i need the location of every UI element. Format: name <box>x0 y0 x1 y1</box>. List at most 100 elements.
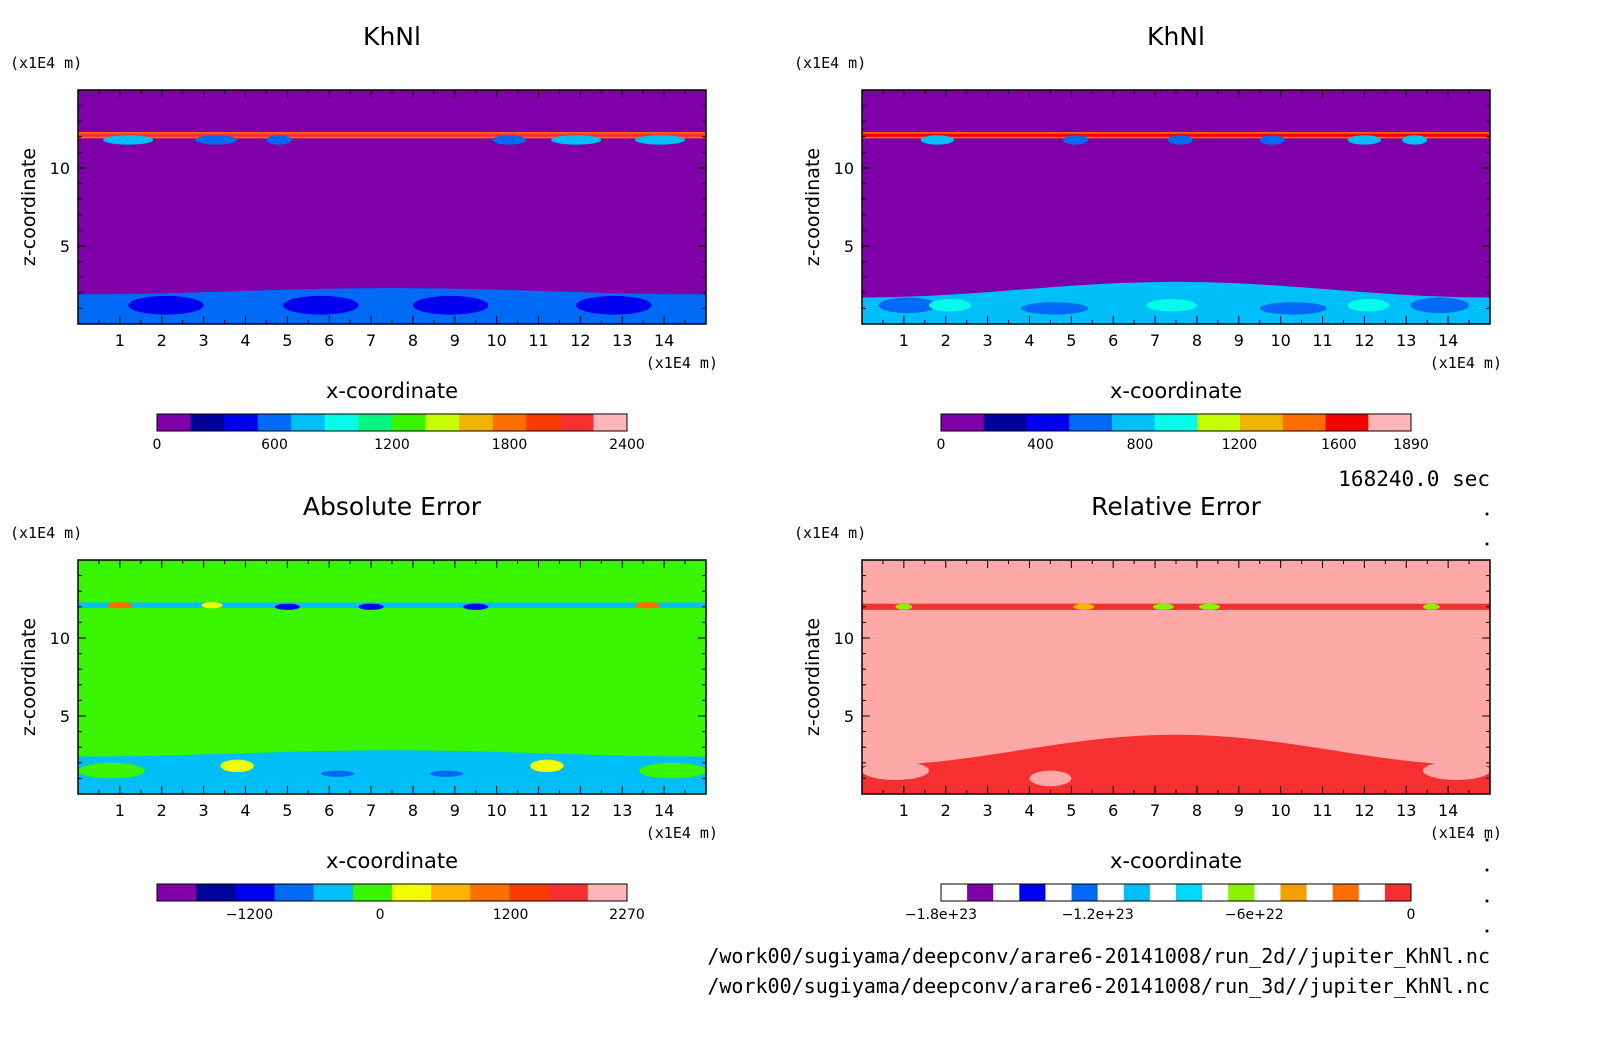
colorbar-tick-label: 2270 <box>609 907 645 923</box>
colorbar-cell <box>1149 884 1177 901</box>
colorbar-cell <box>274 884 315 901</box>
field-cell <box>195 135 238 145</box>
field-cell <box>201 602 223 609</box>
x-tick-label: 13 <box>612 331 632 350</box>
x-axis-title: x-coordinate <box>1110 379 1242 403</box>
colorbar-cell <box>1197 414 1241 431</box>
x-tick-label: 2 <box>941 801 951 820</box>
field-cell <box>1402 135 1428 145</box>
x-tick-label: 10 <box>1270 331 1290 350</box>
y-axis-title: z-coordinate <box>802 148 824 266</box>
field-background <box>78 90 706 324</box>
colorbar-frame <box>156 883 628 902</box>
x-tick-label: 4 <box>1024 331 1034 350</box>
colorbar-cell <box>967 884 994 901</box>
field-cell <box>1259 135 1285 145</box>
x-tick-label: 6 <box>324 801 334 820</box>
x-tick-label: 7 <box>366 331 376 350</box>
field-layer <box>862 560 1490 794</box>
colorbar-tick-label: 1600 <box>1321 437 1357 453</box>
x-tick-label: 4 <box>240 331 250 350</box>
field-cell <box>530 759 564 773</box>
x-tick-label: 5 <box>282 801 292 820</box>
colorbar-tick-label: 1800 <box>492 437 528 453</box>
x-tick-label: 13 <box>1396 801 1416 820</box>
field-lower-layer <box>862 734 1490 794</box>
field-cell <box>1410 297 1470 314</box>
colorbar-cell <box>1240 414 1284 431</box>
field-cell <box>576 295 652 315</box>
field-cell <box>551 135 602 145</box>
colorbar-tick-label: 2400 <box>609 437 645 453</box>
colorbar-tick-label: 1200 <box>374 437 410 453</box>
field-cell <box>1423 761 1490 780</box>
field-cell <box>1347 299 1390 312</box>
x-tick-label: 6 <box>324 331 334 350</box>
x-tick-label: 11 <box>528 331 548 350</box>
colorbar-cell <box>257 414 292 431</box>
colorbar-cell <box>1019 884 1046 901</box>
x-tick-label: 7 <box>366 801 376 820</box>
field-layer <box>78 90 706 324</box>
y-axis-title: z-coordinate <box>18 148 40 266</box>
x-tick-label: 2 <box>157 331 167 350</box>
x-tick-label: 7 <box>1150 331 1160 350</box>
x-tick-label: 14 <box>1438 331 1458 350</box>
file-path-2d: /work00/sugiyama/deepconv/arare6-2014100… <box>707 944 1490 968</box>
panel-1: KhNl(x1E4 m)(x1E4 m)1 2 3 4 5 6 7 8 9 10 11 12 13 145… <box>10 22 718 453</box>
colorbar-tick-label: −6e+22 <box>1225 907 1284 923</box>
x-tick-label: 9 <box>450 801 460 820</box>
colorbar-cell <box>1069 414 1113 431</box>
field-cell <box>634 135 686 145</box>
y-tick-label: 10 <box>834 629 854 648</box>
colorbar-tick-label: 0 <box>153 437 162 453</box>
x-tick-label: 9 <box>1234 331 1244 350</box>
colorbar-cell <box>1254 884 1281 901</box>
colorbar-cell <box>1282 414 1327 431</box>
x-tick-label: 5 <box>1066 331 1076 350</box>
x-tick-label: 7 <box>1150 801 1160 820</box>
y-tick-label: 10 <box>834 159 854 178</box>
colorbar-cell <box>1026 414 1070 431</box>
x-tick-label: 12 <box>1354 331 1374 350</box>
field-cell <box>1152 603 1174 610</box>
chart-title: KhNl <box>1147 22 1205 51</box>
x-tick-label: 11 <box>1312 331 1332 350</box>
colorbar-tick-label: 600 <box>261 437 288 453</box>
field-cell <box>103 135 154 145</box>
colorbar-cell <box>1154 414 1198 431</box>
colorbar-tick-label: −1.8e+23 <box>905 907 977 923</box>
chart-title: Relative Error <box>1091 492 1261 521</box>
x-tick-label: 1 <box>899 331 909 350</box>
field-cell <box>1347 135 1382 145</box>
field-cell <box>492 135 526 145</box>
x-tick-label: 8 <box>1192 331 1202 350</box>
field-cell <box>1146 299 1197 312</box>
x-tick-label: 14 <box>654 331 674 350</box>
field-cell <box>107 602 133 609</box>
colorbar-cell <box>1358 884 1386 901</box>
field-cell <box>429 770 464 777</box>
y-tick-label: 10 <box>50 629 70 648</box>
colorbar-cell <box>492 414 527 431</box>
y-tick-label: 5 <box>844 707 854 726</box>
x-tick-label: 12 <box>570 331 590 350</box>
x-tick-label: 2 <box>157 801 167 820</box>
y-unit-label: (x1E4 m) <box>794 54 866 72</box>
field-cell <box>220 759 254 773</box>
colorbar-cell <box>1202 884 1229 901</box>
colorbar-cell <box>224 414 259 431</box>
x-tick-label: 14 <box>1438 801 1458 820</box>
colorbar-tick-label: 0 <box>376 907 385 923</box>
x-tick-label: 1 <box>115 801 125 820</box>
x-tick-label: 3 <box>199 801 209 820</box>
colorbar-cell <box>358 414 393 431</box>
x-tick-label: 5 <box>1066 801 1076 820</box>
field-cell <box>266 135 292 145</box>
x-tick-label: 8 <box>1192 801 1202 820</box>
colorbar-frame <box>156 413 628 432</box>
x-tick-label: 2 <box>941 331 951 350</box>
colorbar-cell <box>548 884 589 901</box>
field-cell <box>320 770 355 777</box>
field-cell <box>412 295 489 315</box>
